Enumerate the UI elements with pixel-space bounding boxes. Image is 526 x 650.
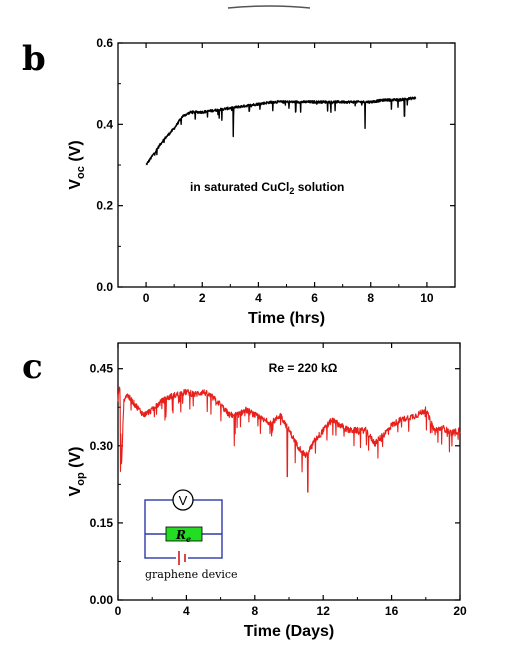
y-axis-label: Voc (V) — [67, 140, 87, 189]
resistor-box — [165, 526, 203, 542]
inset-caption: graphene device — [145, 568, 238, 581]
x-tick-label: 0 — [143, 291, 150, 305]
y-tick-label: 0.15 — [90, 516, 114, 530]
voltmeter-circle — [172, 489, 194, 511]
annotation-b: in saturated CuCl2 solution — [190, 180, 344, 196]
x-tick-label: 4 — [183, 604, 190, 618]
x-tick-label: 2 — [199, 291, 206, 305]
data-series-line — [145, 96, 417, 166]
x-tick-label: 16 — [385, 604, 399, 618]
data-series-line — [117, 386, 461, 493]
y-tick-label: 0.4 — [96, 117, 113, 131]
annotation-c: Re = 220 kΩ — [269, 361, 338, 375]
battery-gap — [176, 552, 188, 564]
circuit-inset: V Re graphene device — [144, 489, 238, 581]
y-tick-label: 0.2 — [96, 199, 113, 213]
panel-letter-b: b — [22, 39, 46, 79]
resistor-label: Re — [175, 528, 191, 544]
y-tick-label: 0.6 — [96, 36, 113, 50]
y-tick-label: 0.00 — [90, 593, 114, 607]
top-arc-fragment — [227, 5, 311, 9]
y-tick-label: 0.30 — [90, 439, 114, 453]
panel-letter-c: c — [22, 347, 43, 387]
x-tick-label: 20 — [453, 604, 467, 618]
chart-b: 0 2 4 6 8 10 0.0 0.2 0.4 0.6 Time (hrs) Voc (V) in s… — [67, 36, 456, 327]
chart-c: 0 4 8 12 16 20 0.00 0.15 0.30 0.45 Time (Days) Vop … — [67, 342, 467, 640]
x-tick-label: 8 — [251, 604, 258, 618]
voltmeter-label: V — [179, 493, 188, 508]
y-axis-label: Vop (V) — [67, 447, 87, 497]
plot-frame — [117, 342, 461, 601]
x-tick-label: 6 — [311, 291, 318, 305]
x-tick-label: 0 — [115, 604, 122, 618]
y-tick-label: 0.0 — [96, 280, 113, 294]
x-axis-label: Time (Days) — [244, 623, 334, 640]
plot-frame — [117, 42, 456, 288]
x-tick-label: 8 — [367, 291, 374, 305]
x-tick-label: 4 — [255, 291, 262, 305]
x-tick-label: 10 — [420, 291, 434, 305]
y-tick-label: 0.45 — [90, 362, 114, 376]
x-tick-label: 12 — [317, 604, 331, 618]
x-axis-label: Time (hrs) — [248, 310, 325, 327]
